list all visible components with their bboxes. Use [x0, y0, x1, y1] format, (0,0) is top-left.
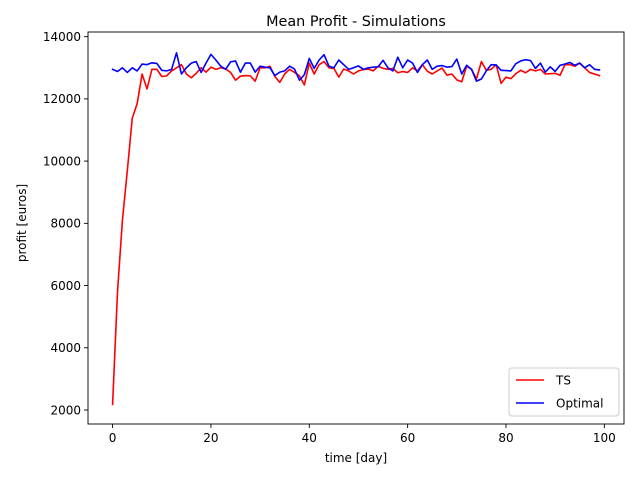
- legend-label-optimal: Optimal: [556, 397, 603, 411]
- x-tick-label: 100: [593, 431, 616, 445]
- x-tick-label: 0: [109, 431, 117, 445]
- series-line-ts: [111, 60, 601, 406]
- y-tick-label: 14000: [43, 30, 81, 44]
- y-tick-label: 10000: [43, 154, 81, 168]
- legend-label-ts: TS: [555, 374, 571, 388]
- y-axis-label: profit [euros]: [15, 184, 29, 262]
- x-tick-label: 40: [302, 431, 317, 445]
- y-tick-label: 8000: [50, 217, 81, 231]
- series-line-optimal: [111, 52, 601, 82]
- x-tick-label: 60: [400, 431, 415, 445]
- axes: 0 20 40 60 80 100 2000 4000 6000 8000 10000 12000 14…: [43, 30, 625, 445]
- y-tick-label: 4000: [50, 341, 81, 355]
- plot-area: [111, 52, 601, 406]
- x-tick-label: 20: [203, 431, 218, 445]
- axes-frame: [87, 31, 625, 425]
- y-tick-label: 6000: [50, 279, 81, 293]
- y-tick-label: 12000: [43, 92, 81, 106]
- x-tick-label: 80: [498, 431, 513, 445]
- legend: TS Optimal: [508, 367, 620, 417]
- y-tick-label: 2000: [50, 403, 81, 417]
- x-axis-label: time [day]: [325, 451, 387, 465]
- chart-title: Mean Profit - Simulations: [266, 14, 446, 30]
